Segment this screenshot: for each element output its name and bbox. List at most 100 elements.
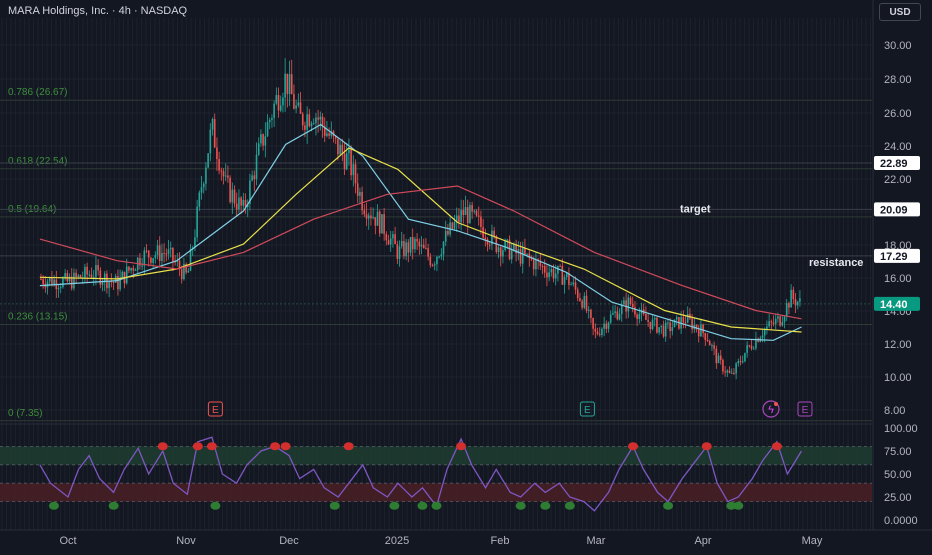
candle-body [143,250,146,266]
price-axis-tick: 8.00 [884,405,905,417]
candle-body [202,183,205,188]
overbought-marker [628,442,639,451]
candle-body [453,222,456,229]
candle-body [726,370,729,373]
candle-body [513,243,515,250]
candle-body [559,265,561,267]
candle-body [770,321,773,323]
candle-body [323,126,326,136]
candle-body [343,153,346,170]
candle-body [636,314,638,319]
candle-body [713,345,715,349]
candle-body [306,114,308,130]
candle-body [255,154,258,180]
candle-body [163,252,165,254]
oversold-marker [48,501,59,510]
candle-body [473,210,476,212]
candle-body [121,271,124,278]
candle-body [427,248,429,257]
candle-body [381,214,383,234]
candle-body [295,105,297,109]
candle-body [132,268,135,271]
oversold-marker [108,501,119,510]
candle-body [682,317,685,323]
candle-body [165,253,168,255]
candle-body [337,138,339,155]
candle-body [378,211,381,234]
candle-body [469,204,471,224]
candle-body [568,273,570,285]
earnings-marker[interactable] [207,401,223,417]
candle-body [508,239,511,260]
candle-body [392,234,394,239]
candle-body [268,119,271,122]
candle-body [552,269,555,279]
earnings-marker[interactable] [797,401,813,417]
candle-body [436,256,438,265]
candle-body [561,265,564,285]
candle-body [328,133,330,136]
candle-body [394,234,396,245]
candle-body [700,324,702,337]
candle-body [634,307,636,315]
candle-body [486,239,489,245]
price-label-text: 14.40 [880,299,908,311]
candle-body [251,175,253,181]
candle-body [528,253,531,259]
candle-body [519,249,522,264]
candle-body [40,278,42,280]
candle-body [455,215,458,223]
candle-body [433,264,436,266]
candle-body [777,316,779,319]
candle-body [746,345,748,353]
candle-body [543,266,546,273]
candle-body [451,222,454,229]
candle-body [359,191,361,196]
candle-body [363,210,366,215]
candle-body [620,304,623,314]
candle-body [407,242,410,253]
candle-body [530,258,533,260]
lightning-icon[interactable] [762,400,780,418]
time-axis-tick: Dec [279,535,299,547]
candle-body [99,270,102,285]
candle-body [585,295,588,311]
candle-body [504,240,506,251]
candle-body [792,289,795,300]
candle-body [233,189,236,204]
candle-body [297,102,300,106]
fib-level-label: 0.236 (13.15) [8,312,68,323]
candle-body [783,316,786,322]
fib-level-label: 0 (7.35) [8,408,42,419]
currency-button[interactable]: USD [879,3,921,21]
candle-body [541,265,544,267]
candle-body [383,214,385,235]
overbought-marker [280,442,291,451]
price-label-badge [874,248,920,263]
candle-body [576,289,579,299]
candle-body [480,216,482,228]
candle-body [737,361,740,364]
candle-body [440,254,443,257]
price-axis-tick: 24.00 [884,141,912,153]
candle-body [614,311,616,313]
candle-body [48,277,51,282]
candle-body [90,274,93,278]
candle-body [312,123,315,125]
candle-body [147,250,150,258]
price-axis-tick: 10.00 [884,372,912,384]
price-axis-tick: 26.00 [884,108,912,120]
candle-body [733,372,735,374]
candle-body [715,348,718,364]
earnings-marker-label: E [584,405,591,416]
oversold-marker [515,501,526,510]
earnings-marker[interactable] [579,401,595,417]
candle-body [739,361,742,363]
candle-body [493,230,495,237]
candle-body [286,73,289,95]
candle-body [231,189,234,203]
candle-body [554,273,557,279]
candle-body [266,121,269,137]
